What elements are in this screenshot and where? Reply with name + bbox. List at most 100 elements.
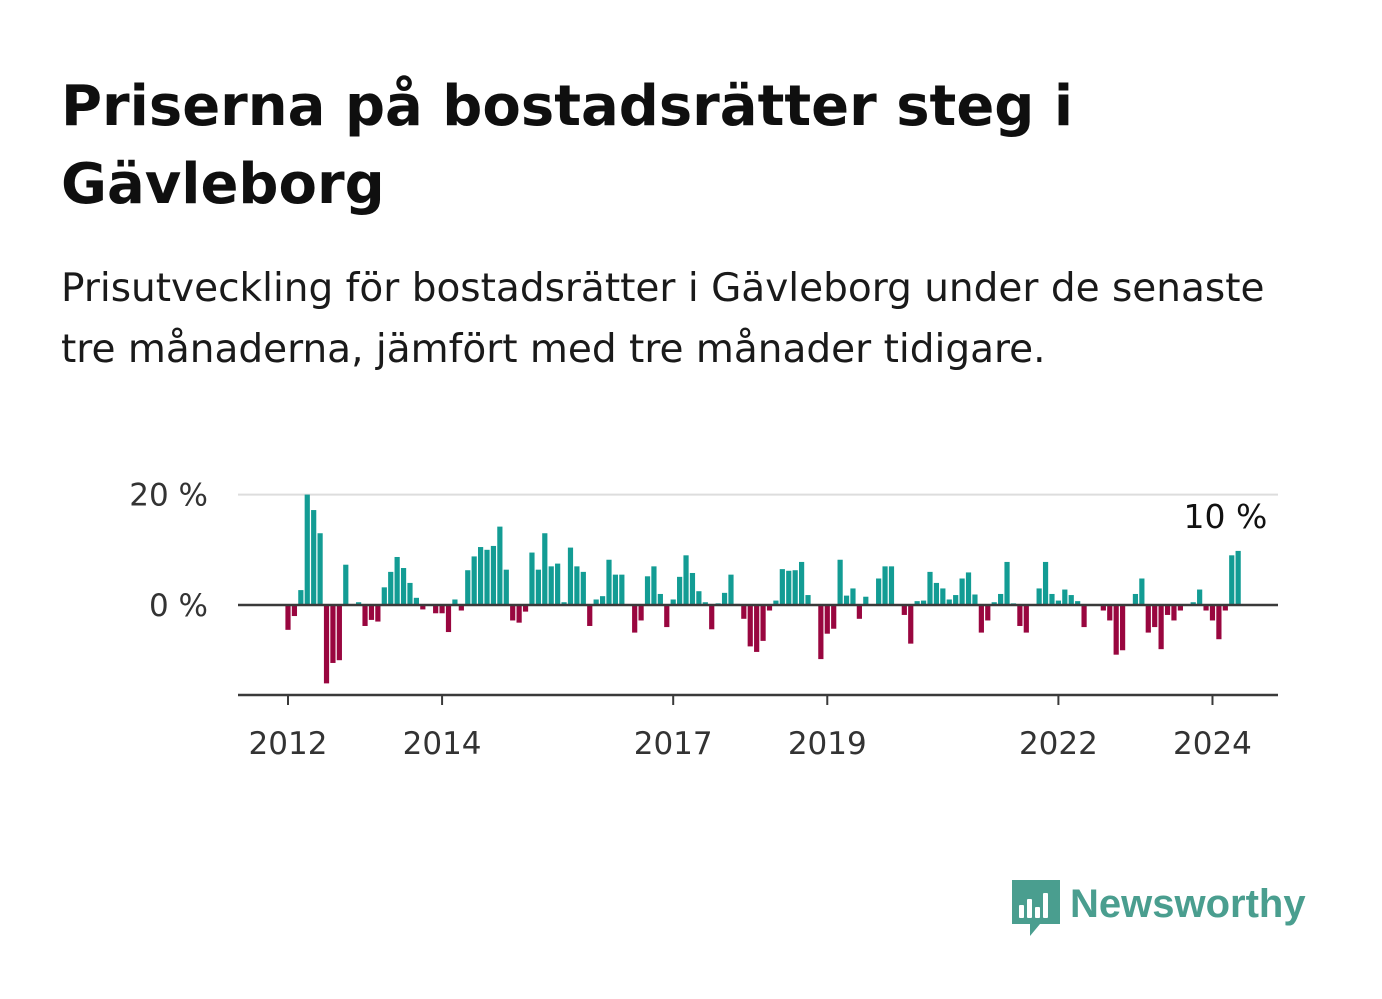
bar (1068, 595, 1074, 605)
newsworthy-logo: Newsworthy (1010, 878, 1306, 940)
bar (831, 605, 837, 629)
bar (1055, 600, 1061, 605)
bar (882, 566, 888, 605)
bar (837, 559, 843, 605)
bar (908, 605, 914, 644)
bar (304, 494, 310, 605)
bar (702, 602, 708, 605)
bar (311, 510, 317, 605)
bar (927, 571, 933, 605)
bar (388, 571, 394, 605)
bar (458, 605, 464, 611)
y-tick-label: 0 % (149, 588, 208, 624)
bar (439, 605, 445, 614)
bar (1190, 602, 1196, 605)
x-tick-label: 2017 (634, 726, 713, 762)
bar (593, 599, 599, 605)
bar (503, 569, 509, 605)
bar (612, 574, 619, 605)
bar (471, 556, 477, 605)
bar (1100, 605, 1106, 611)
bar (433, 605, 439, 614)
bar (1229, 555, 1235, 605)
bar (760, 605, 766, 641)
bar (1107, 605, 1113, 621)
bar (856, 605, 862, 619)
axes (238, 603, 1278, 705)
bar (1158, 605, 1164, 650)
bar (535, 569, 541, 605)
bar (959, 578, 965, 605)
bar (920, 600, 927, 605)
bar (1081, 605, 1087, 628)
brand-name: Newsworthy (1070, 882, 1306, 926)
chart-subtitle: Prisutveckling för bostadsrätter i Gävle… (61, 266, 1265, 372)
bar (657, 593, 663, 605)
bar (1004, 561, 1010, 605)
bar (323, 605, 330, 684)
bar (824, 605, 830, 634)
bar (330, 605, 336, 663)
bar (407, 582, 413, 605)
bar (644, 576, 651, 605)
bar (953, 595, 959, 605)
bar (343, 564, 349, 605)
bar (991, 602, 997, 605)
bar (529, 552, 535, 605)
bar (1023, 605, 1029, 633)
bar (368, 605, 375, 620)
bar (1075, 601, 1081, 605)
bar (465, 570, 471, 605)
bar (1062, 589, 1068, 605)
bar (792, 570, 798, 605)
x-tick-label: 2022 (1019, 726, 1098, 762)
bar (779, 569, 785, 605)
bar (741, 605, 747, 619)
bar (548, 566, 554, 605)
bar-chart: 2012 2014 2017 2019 2022 2024 0 % 20 % 10 % (129, 478, 1278, 762)
bar (677, 576, 683, 605)
bar (484, 549, 490, 605)
bar (497, 526, 503, 605)
axis-labels: 2012 2014 2017 2019 2022 2024 0 % 20 % 10 % (129, 478, 1267, 762)
bar (478, 547, 484, 605)
bar (510, 605, 516, 621)
bar (1152, 605, 1158, 628)
bar (965, 572, 972, 605)
bar (1120, 605, 1126, 651)
bar (632, 605, 638, 633)
bar (978, 605, 984, 633)
bar (298, 590, 304, 605)
bar (445, 605, 452, 633)
bar (728, 574, 734, 605)
bar (843, 595, 850, 605)
bar (850, 588, 856, 605)
newsworthy-logo-icon (1012, 880, 1060, 936)
bar (818, 605, 824, 660)
bar (786, 570, 792, 605)
bar (933, 582, 940, 605)
bar (638, 605, 644, 621)
bar (381, 587, 387, 605)
bar (606, 559, 612, 605)
bar (651, 566, 657, 605)
bar (490, 545, 497, 605)
bar (317, 533, 323, 605)
bar (773, 600, 779, 605)
bar (413, 597, 419, 605)
bar (1216, 605, 1222, 640)
bar (587, 605, 593, 626)
bar (863, 596, 869, 605)
bar (888, 566, 895, 605)
bar (1017, 605, 1023, 626)
bar (522, 605, 529, 612)
bar (375, 605, 381, 622)
bar (285, 605, 291, 630)
bar (1197, 589, 1203, 605)
x-tick-label: 2014 (403, 726, 482, 762)
bar (709, 605, 715, 630)
bar (683, 555, 689, 605)
bar (336, 605, 342, 661)
y-tick-label: 20 % (129, 478, 208, 514)
bar (420, 605, 426, 610)
